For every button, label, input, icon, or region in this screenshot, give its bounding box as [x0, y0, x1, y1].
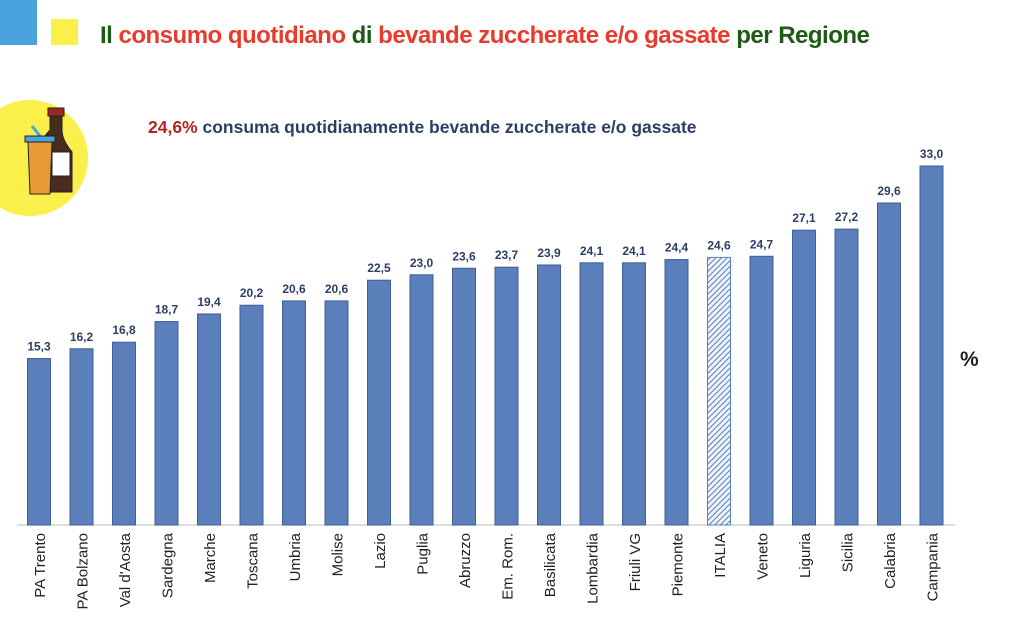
category-label: Campania: [925, 532, 942, 601]
bar-umbria: [282, 300, 306, 526]
category-label: Molise: [330, 533, 347, 576]
bar-puglia: [409, 274, 434, 526]
page-title: Il consumo quotidiano di bevande zuccher…: [100, 22, 870, 50]
category-label: Basilicata: [542, 532, 559, 597]
data-label: 23,9: [537, 246, 561, 260]
bar-liguria: [792, 229, 816, 526]
category-label: PA Bolzano: [75, 533, 92, 609]
subtitle-text: consuma quotidianamente bevande zucchera…: [197, 117, 697, 137]
subtitle-highlight: 24,6%: [148, 117, 198, 137]
bar-friuli-vg: [622, 262, 646, 526]
category-label: Lazio: [372, 533, 389, 569]
decor-yellow-square: [51, 19, 78, 45]
category-label: Puglia: [415, 532, 432, 574]
data-label: 20,6: [282, 282, 306, 296]
bar-em-rom-: [494, 266, 519, 526]
data-label: 23,6: [452, 249, 476, 263]
data-label: 33,0: [920, 147, 944, 161]
category-label: Liguria: [797, 532, 814, 578]
title-part: Il: [100, 22, 113, 49]
bar-lombardia: [579, 262, 604, 526]
category-label: Piemonte: [670, 533, 687, 596]
data-label: 15,3: [27, 340, 51, 354]
data-label: 20,2: [240, 286, 264, 300]
bar-molise: [324, 300, 349, 526]
data-label: 23,7: [495, 248, 519, 262]
category-label: Abruzzo: [457, 533, 474, 588]
category-label: Calabria: [882, 532, 899, 589]
bar-val-d-aosta: [112, 341, 136, 526]
data-label: 18,7: [155, 303, 179, 317]
category-label: PA Trento: [32, 533, 49, 598]
data-label: 22,5: [367, 261, 391, 275]
data-label: 20,6: [325, 282, 349, 296]
category-label: ITALIA: [712, 533, 729, 578]
bar-toscana: [239, 304, 264, 526]
bar-sardegna: [154, 321, 179, 526]
bar-lazio: [367, 279, 391, 526]
data-label: 16,2: [70, 330, 94, 344]
title-part: per Regione: [736, 22, 870, 49]
bar-pa-bolzano: [69, 348, 94, 526]
bar-italia: [707, 256, 731, 526]
unit-label: %: [960, 348, 979, 371]
category-label: Val d'Aosta: [117, 532, 134, 607]
bar-abruzzo: [452, 267, 476, 526]
category-label: Sardegna: [160, 532, 177, 598]
bar-basilicata: [537, 264, 561, 526]
data-label: 24,6: [707, 238, 731, 252]
data-label: 24,4: [665, 241, 689, 255]
drinks-icon: [0, 100, 88, 216]
title-part: consumo quotidiano: [118, 22, 346, 49]
title-part: bevande zuccherate e/o gassate: [378, 22, 731, 49]
category-label: Lombardia: [585, 532, 602, 604]
data-label: 19,4: [197, 295, 221, 309]
data-label: 27,1: [792, 211, 816, 225]
category-label: Em. Rom.: [500, 533, 517, 600]
data-label: 29,6: [877, 184, 901, 198]
data-label: 16,8: [112, 323, 136, 337]
data-label: 24,7: [750, 237, 774, 251]
bar-calabria: [877, 202, 901, 526]
data-label: 24,1: [622, 244, 646, 258]
bar-veneto: [749, 255, 774, 526]
category-label: Veneto: [755, 533, 772, 580]
category-label: Marche: [202, 533, 219, 583]
bar-marche: [197, 313, 221, 526]
bar-sicilia: [834, 228, 859, 526]
bar-campania: [919, 165, 944, 526]
data-label: 24,1: [580, 244, 604, 258]
chart-subtitle: 24,6% consuma quotidianamente bevande zu…: [148, 117, 697, 138]
data-label: 23,0: [410, 256, 434, 270]
category-label: Sicilia: [840, 532, 857, 572]
bar-pa-trento: [27, 358, 51, 526]
bar-piemonte: [664, 259, 689, 526]
decor-blue-square: [0, 0, 37, 45]
category-label: Umbria: [287, 532, 304, 581]
category-label: Friuli VG: [627, 533, 644, 591]
category-label: Toscana: [245, 532, 262, 589]
data-label: 27,2: [835, 210, 859, 224]
title-part: di: [351, 22, 373, 49]
